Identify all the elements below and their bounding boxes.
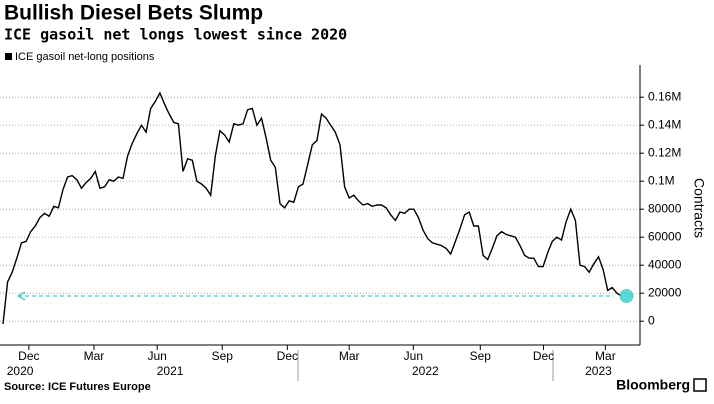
x-tick-label: Dec xyxy=(277,349,298,363)
latest-value-marker xyxy=(619,289,634,303)
x-tick-label: Jun xyxy=(404,349,423,363)
x-tick-label: Jun xyxy=(147,349,166,363)
x-tick-label: Mar xyxy=(84,349,105,363)
legend-swatch xyxy=(5,53,12,60)
chart-subtitle: ICE gasoil net longs lowest since 2020 xyxy=(4,26,347,44)
x-tick-label: Mar xyxy=(595,349,616,363)
y-tick-label: 0.12M xyxy=(648,145,681,159)
legend-label: ICE gasoil net-long positions xyxy=(15,51,155,63)
brand: Bloomberg xyxy=(616,377,690,393)
y-axis-label: Contracts xyxy=(691,178,707,238)
y-tick-label: 80000 xyxy=(648,201,682,215)
y-tick-label: 60000 xyxy=(648,229,682,243)
x-tick-label: Dec xyxy=(18,349,39,363)
source: Source: ICE Futures Europe xyxy=(4,381,151,393)
x-tick-label: Sep xyxy=(212,349,234,363)
year-label: 2022 xyxy=(412,364,439,378)
y-tick-label: 0.1M xyxy=(648,173,675,187)
x-tick-label: Dec xyxy=(533,349,554,363)
y-tick-label: 20000 xyxy=(648,285,682,299)
line-series xyxy=(2,91,622,325)
latest-value-arrow xyxy=(17,291,26,301)
y-tick-label: 0.14M xyxy=(648,117,681,131)
brand-icon xyxy=(693,378,707,392)
chart-title: Bullish Diesel Bets Slump xyxy=(4,2,263,25)
year-label: 2023 xyxy=(585,364,612,378)
y-tick-label: 0 xyxy=(648,313,655,327)
x-tick-label: Mar xyxy=(339,349,360,363)
y-tick-label: 40000 xyxy=(648,257,682,271)
y-tick-label: 0.16M xyxy=(648,89,681,103)
year-label: 2020 xyxy=(7,364,34,378)
x-tick-label: Sep xyxy=(470,349,492,363)
year-label: 2021 xyxy=(157,364,184,378)
